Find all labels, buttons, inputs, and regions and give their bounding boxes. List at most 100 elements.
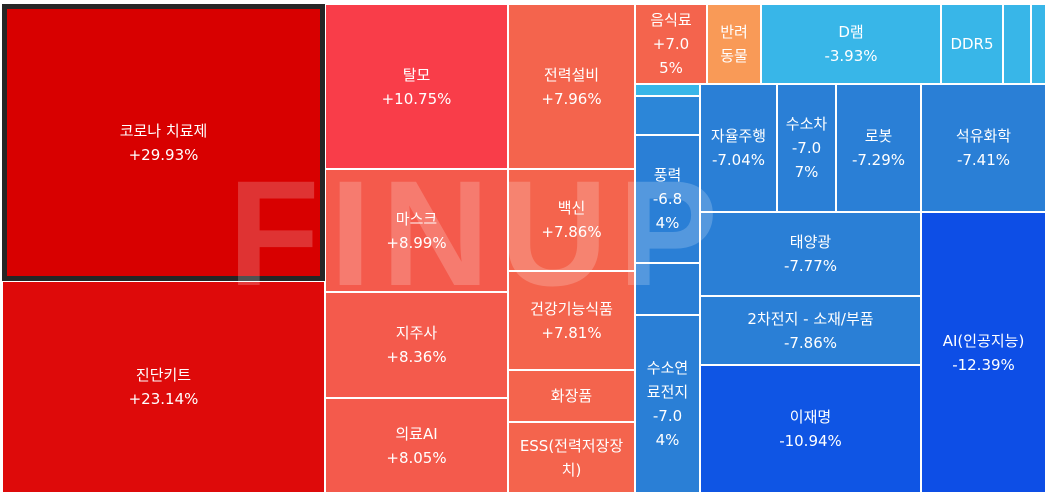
tile-label: 풍력 -6.84%	[636, 163, 699, 235]
treemap-tile[interactable]: 태양광 -7.77%	[700, 212, 921, 296]
treemap-tile[interactable]: 이재명 -10.94%	[700, 365, 921, 493]
treemap-tile[interactable]: 수소연료전지 -7.04%	[635, 315, 700, 493]
tile-name: 탈모	[402, 65, 431, 84]
tile-label: 태양광 -7.77%	[778, 230, 843, 278]
tile-label: 탈모 +10.75%	[376, 63, 458, 111]
treemap-tile[interactable]: 백신 +7.86%	[508, 169, 635, 271]
tile-change: -12.39%	[952, 355, 1015, 374]
tile-label: 자율주행 -7.04%	[705, 124, 772, 172]
tile-label: 반려동물	[708, 20, 760, 68]
tile-change: +7.81%	[541, 323, 602, 342]
tile-change: +8.36%	[386, 348, 447, 366]
treemap-tile[interactable]: 의료AI +8.05%	[325, 398, 508, 493]
treemap-tile[interactable]: AI(인공지능) -12.39%	[921, 212, 1046, 493]
tile-label: 의료AI +8.05%	[380, 422, 452, 470]
treemap-tile[interactable]: 화장품	[508, 370, 635, 422]
tile-name: 자율주행	[710, 127, 767, 145]
tile-name: 화장품	[550, 387, 593, 405]
tile-name: 반려동물	[720, 23, 748, 65]
tile-change: -6.84%	[652, 190, 683, 232]
tile-name: AI(인공지능)	[942, 331, 1025, 350]
tile-change: +23.14%	[128, 390, 199, 408]
treemap-tile[interactable]: ESS(전력저장장치)	[508, 422, 635, 493]
tile-name: 2차전지 - 소재/부품	[747, 309, 874, 328]
tile-name: D램	[838, 23, 864, 41]
tile-name: 백신	[557, 199, 586, 217]
tile-change: +8.99%	[386, 233, 447, 252]
tile-name: 마스크	[395, 209, 438, 228]
treemap-tile[interactable]	[635, 263, 700, 315]
tile-name: 코로나 치료제	[119, 121, 208, 140]
tile-name: 수소연료전지	[646, 359, 689, 401]
treemap-tile[interactable]	[635, 84, 700, 96]
tile-label: 백신 +7.86%	[535, 196, 607, 244]
treemap-tile[interactable]: 진단키트 +23.14%	[2, 281, 325, 493]
tile-name: ESS(전력저장장치)	[519, 436, 624, 479]
tile-label: 음식료 +7.05%	[636, 8, 706, 80]
treemap-tile[interactable]: 탈모 +10.75%	[325, 4, 508, 169]
tile-change: +7.86%	[541, 223, 602, 241]
treemap-tile[interactable]: 로봇 -7.29%	[836, 84, 921, 212]
treemap-tile[interactable]	[1003, 4, 1031, 84]
tile-change: +29.93%	[128, 145, 199, 164]
tile-label: 마스크 +8.99%	[380, 207, 452, 255]
tile-label: D램 -3.93%	[818, 20, 883, 68]
treemap-tile[interactable]	[635, 96, 700, 135]
tile-change: -7.41%	[956, 151, 1011, 169]
tile-change: -3.93%	[824, 47, 878, 65]
tile-change: +8.05%	[386, 448, 447, 467]
treemap-tile[interactable]: 건강기능식품 +7.81%	[508, 271, 635, 370]
treemap-tile[interactable]: 수소차 -7.07%	[777, 84, 836, 212]
tile-name: 지주사	[395, 324, 438, 342]
tile-label: 지주사 +8.36%	[380, 321, 452, 369]
tile-name: 음식료	[650, 11, 692, 29]
tile-label: 수소차 -7.07%	[778, 112, 835, 184]
treemap-tile[interactable]: 음식료 +7.05%	[635, 4, 707, 84]
treemap-tile[interactable]: 석유화학 -7.41%	[921, 84, 1046, 212]
tile-change: -7.77%	[783, 257, 838, 275]
tile-name: 풍력	[653, 166, 682, 184]
tile-label: 석유화학 -7.41%	[950, 124, 1017, 172]
tile-name: 로봇	[864, 127, 893, 145]
tile-change: -7.04%	[652, 407, 683, 449]
tile-name: 의료AI	[395, 424, 438, 443]
treemap-tile[interactable]: DDR5	[941, 4, 1003, 84]
tile-name: 이재명	[789, 408, 832, 426]
tile-name: 진단키트	[135, 366, 192, 384]
treemap-tile[interactable]: 2차전지 - 소재/부품 -7.86%	[700, 296, 921, 365]
treemap-tile[interactable]: 전력설비 +7.96%	[508, 4, 635, 169]
tile-label: 로봇 -7.29%	[846, 124, 911, 172]
tile-name: DDR5	[950, 35, 994, 53]
tile-change: -7.07%	[791, 139, 822, 181]
tile-change: +7.05%	[652, 35, 690, 77]
treemap-tile[interactable]: 마스크 +8.99%	[325, 169, 508, 292]
treemap-tile[interactable]: 코로나 치료제 +29.93%	[2, 4, 325, 281]
tile-label: ESS(전력저장장치)	[509, 434, 634, 482]
treemap-tile[interactable]: 지주사 +8.36%	[325, 292, 508, 398]
tile-name: 석유화학	[955, 127, 1012, 145]
tile-change: -10.94%	[779, 432, 842, 450]
tile-change: +7.96%	[541, 89, 602, 108]
tile-name: 전력설비	[543, 65, 600, 84]
tile-change: +10.75%	[381, 89, 452, 108]
tile-name: 건강기능식품	[530, 299, 613, 318]
tile-label: DDR5	[944, 32, 999, 56]
tile-change: -7.86%	[783, 333, 838, 352]
tile-label: 진단키트 +23.14%	[123, 363, 205, 411]
tile-label: 이재명 -10.94%	[773, 405, 848, 453]
treemap-tile[interactable]: D램 -3.93%	[761, 4, 941, 84]
tile-change: -7.04%	[711, 151, 766, 169]
tile-label: AI(인공지능) -12.39%	[937, 329, 1031, 377]
tile-label: 화장품	[545, 384, 598, 408]
treemap-tile[interactable]	[1031, 4, 1046, 84]
treemap-tile[interactable]: 반려동물	[707, 4, 761, 84]
tile-label: 전력설비 +7.96%	[535, 63, 607, 111]
treemap-tile[interactable]: 자율주행 -7.04%	[700, 84, 777, 212]
tile-label: 수소연료전지 -7.04%	[636, 356, 699, 452]
tile-name: 수소차	[785, 115, 828, 133]
treemap-tile[interactable]: 풍력 -6.84%	[635, 135, 700, 263]
tile-label: 2차전지 - 소재/부품 -7.86%	[741, 307, 879, 355]
tile-change: -7.29%	[851, 151, 906, 169]
tile-label: 건강기능식품 +7.81%	[524, 297, 619, 345]
